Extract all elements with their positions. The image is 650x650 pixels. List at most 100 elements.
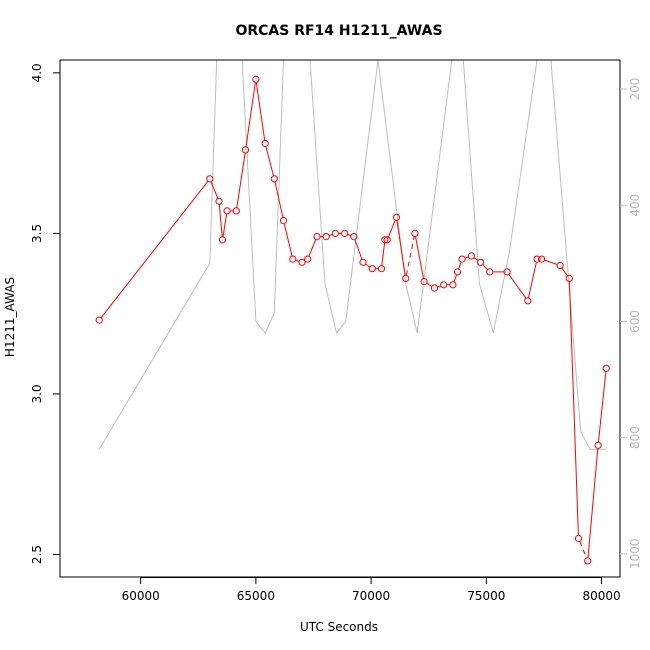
data-point [313,233,321,241]
plot-area [95,60,610,565]
series-segment [381,242,386,266]
series-segment [295,259,300,262]
series-segment [396,220,406,276]
data-point [602,364,610,372]
series-segment [458,261,462,270]
series-segment [236,152,246,208]
y2-tick-label: 1000 [628,538,642,569]
data-point [252,75,260,83]
data-point [565,274,573,282]
series-segment [544,259,558,265]
data-point [574,534,583,543]
data-point [402,274,410,282]
data-point [289,255,297,263]
data-point [359,258,367,266]
data-point [206,175,214,183]
data-point [467,252,475,260]
y-tick-label: 2.5 [30,545,44,564]
data-point [449,281,457,289]
series-segment [528,261,537,298]
y-tick-label: 3.5 [30,224,44,243]
data-point [331,229,339,237]
data-point [368,265,376,273]
data-point [584,557,592,565]
series-segment [354,239,363,260]
x-tick-label: 60000 [122,589,160,603]
plot-frame [59,59,621,578]
series-segment [405,236,415,276]
series-segment [597,371,607,443]
series-segment [453,274,457,283]
y-tick-label: 3.0 [30,384,44,403]
series-segment [328,233,333,237]
series-segment [100,180,209,319]
series-segment [568,281,579,536]
series-segment [265,146,274,176]
data-point [594,441,602,449]
data-point [420,278,428,286]
data-point [381,236,389,244]
data-point [556,261,564,270]
data-point [304,255,312,263]
data-point [453,268,462,276]
data-point [261,139,269,148]
series-segment [415,236,424,279]
data-point [218,236,227,244]
y2-tick-label: 400 [628,194,642,217]
data-point [95,316,103,324]
data-point [223,207,231,215]
x-tick-label: 65000 [237,589,275,603]
data-point [279,217,288,225]
series-segment [464,256,469,259]
x-tick-label: 75000 [467,589,505,603]
x-axis-label: UTC Seconds [300,620,378,634]
series-segment [255,82,266,141]
y2-tick-label: 200 [628,78,642,101]
y-tick-label: 4.0 [30,63,44,82]
series-segment [308,239,317,257]
axes: 60000 65000 70000 75000 80000 2.5 3.0 3.5 4.0 200… [30,59,642,603]
data-point [411,229,419,237]
series-segment [387,220,396,238]
series-segment [210,181,219,199]
series-segment [437,285,441,288]
secondary-series-line [98,60,607,450]
y2-tick-label: 600 [628,310,642,333]
series-segment [508,274,527,299]
series-segment [473,257,479,261]
series-segment [245,82,256,147]
data-point [477,258,485,266]
data-point [232,207,240,215]
series-segment [587,448,599,558]
series-segment [579,541,588,559]
series-segment [347,233,352,237]
data-point [524,297,532,305]
data-point [538,255,546,263]
chart-title: ORCAS RF14 H1211_AWAS [235,23,442,39]
data-point [322,233,330,241]
data-point [270,175,278,183]
data-point [458,255,466,263]
series-segment [365,263,370,268]
series-segment [218,204,223,237]
series-segment [426,282,433,287]
data-point [298,258,306,266]
series-segment [561,267,568,277]
data-point [486,268,494,276]
data-point [440,281,448,289]
data-point [377,265,386,273]
data-point [350,233,358,241]
data-point [215,197,223,205]
data-point [430,284,439,292]
data-point [341,229,349,237]
y-axis-label: H1211_AWAS [3,277,17,357]
series-segment [283,223,293,257]
x-tick-label: 80000 [582,589,620,603]
series-segment [274,181,284,218]
series-segment [482,264,489,271]
data-point [533,255,541,263]
y2-tick-label: 800 [628,426,642,449]
data-point [241,146,250,154]
data-point [503,268,511,276]
